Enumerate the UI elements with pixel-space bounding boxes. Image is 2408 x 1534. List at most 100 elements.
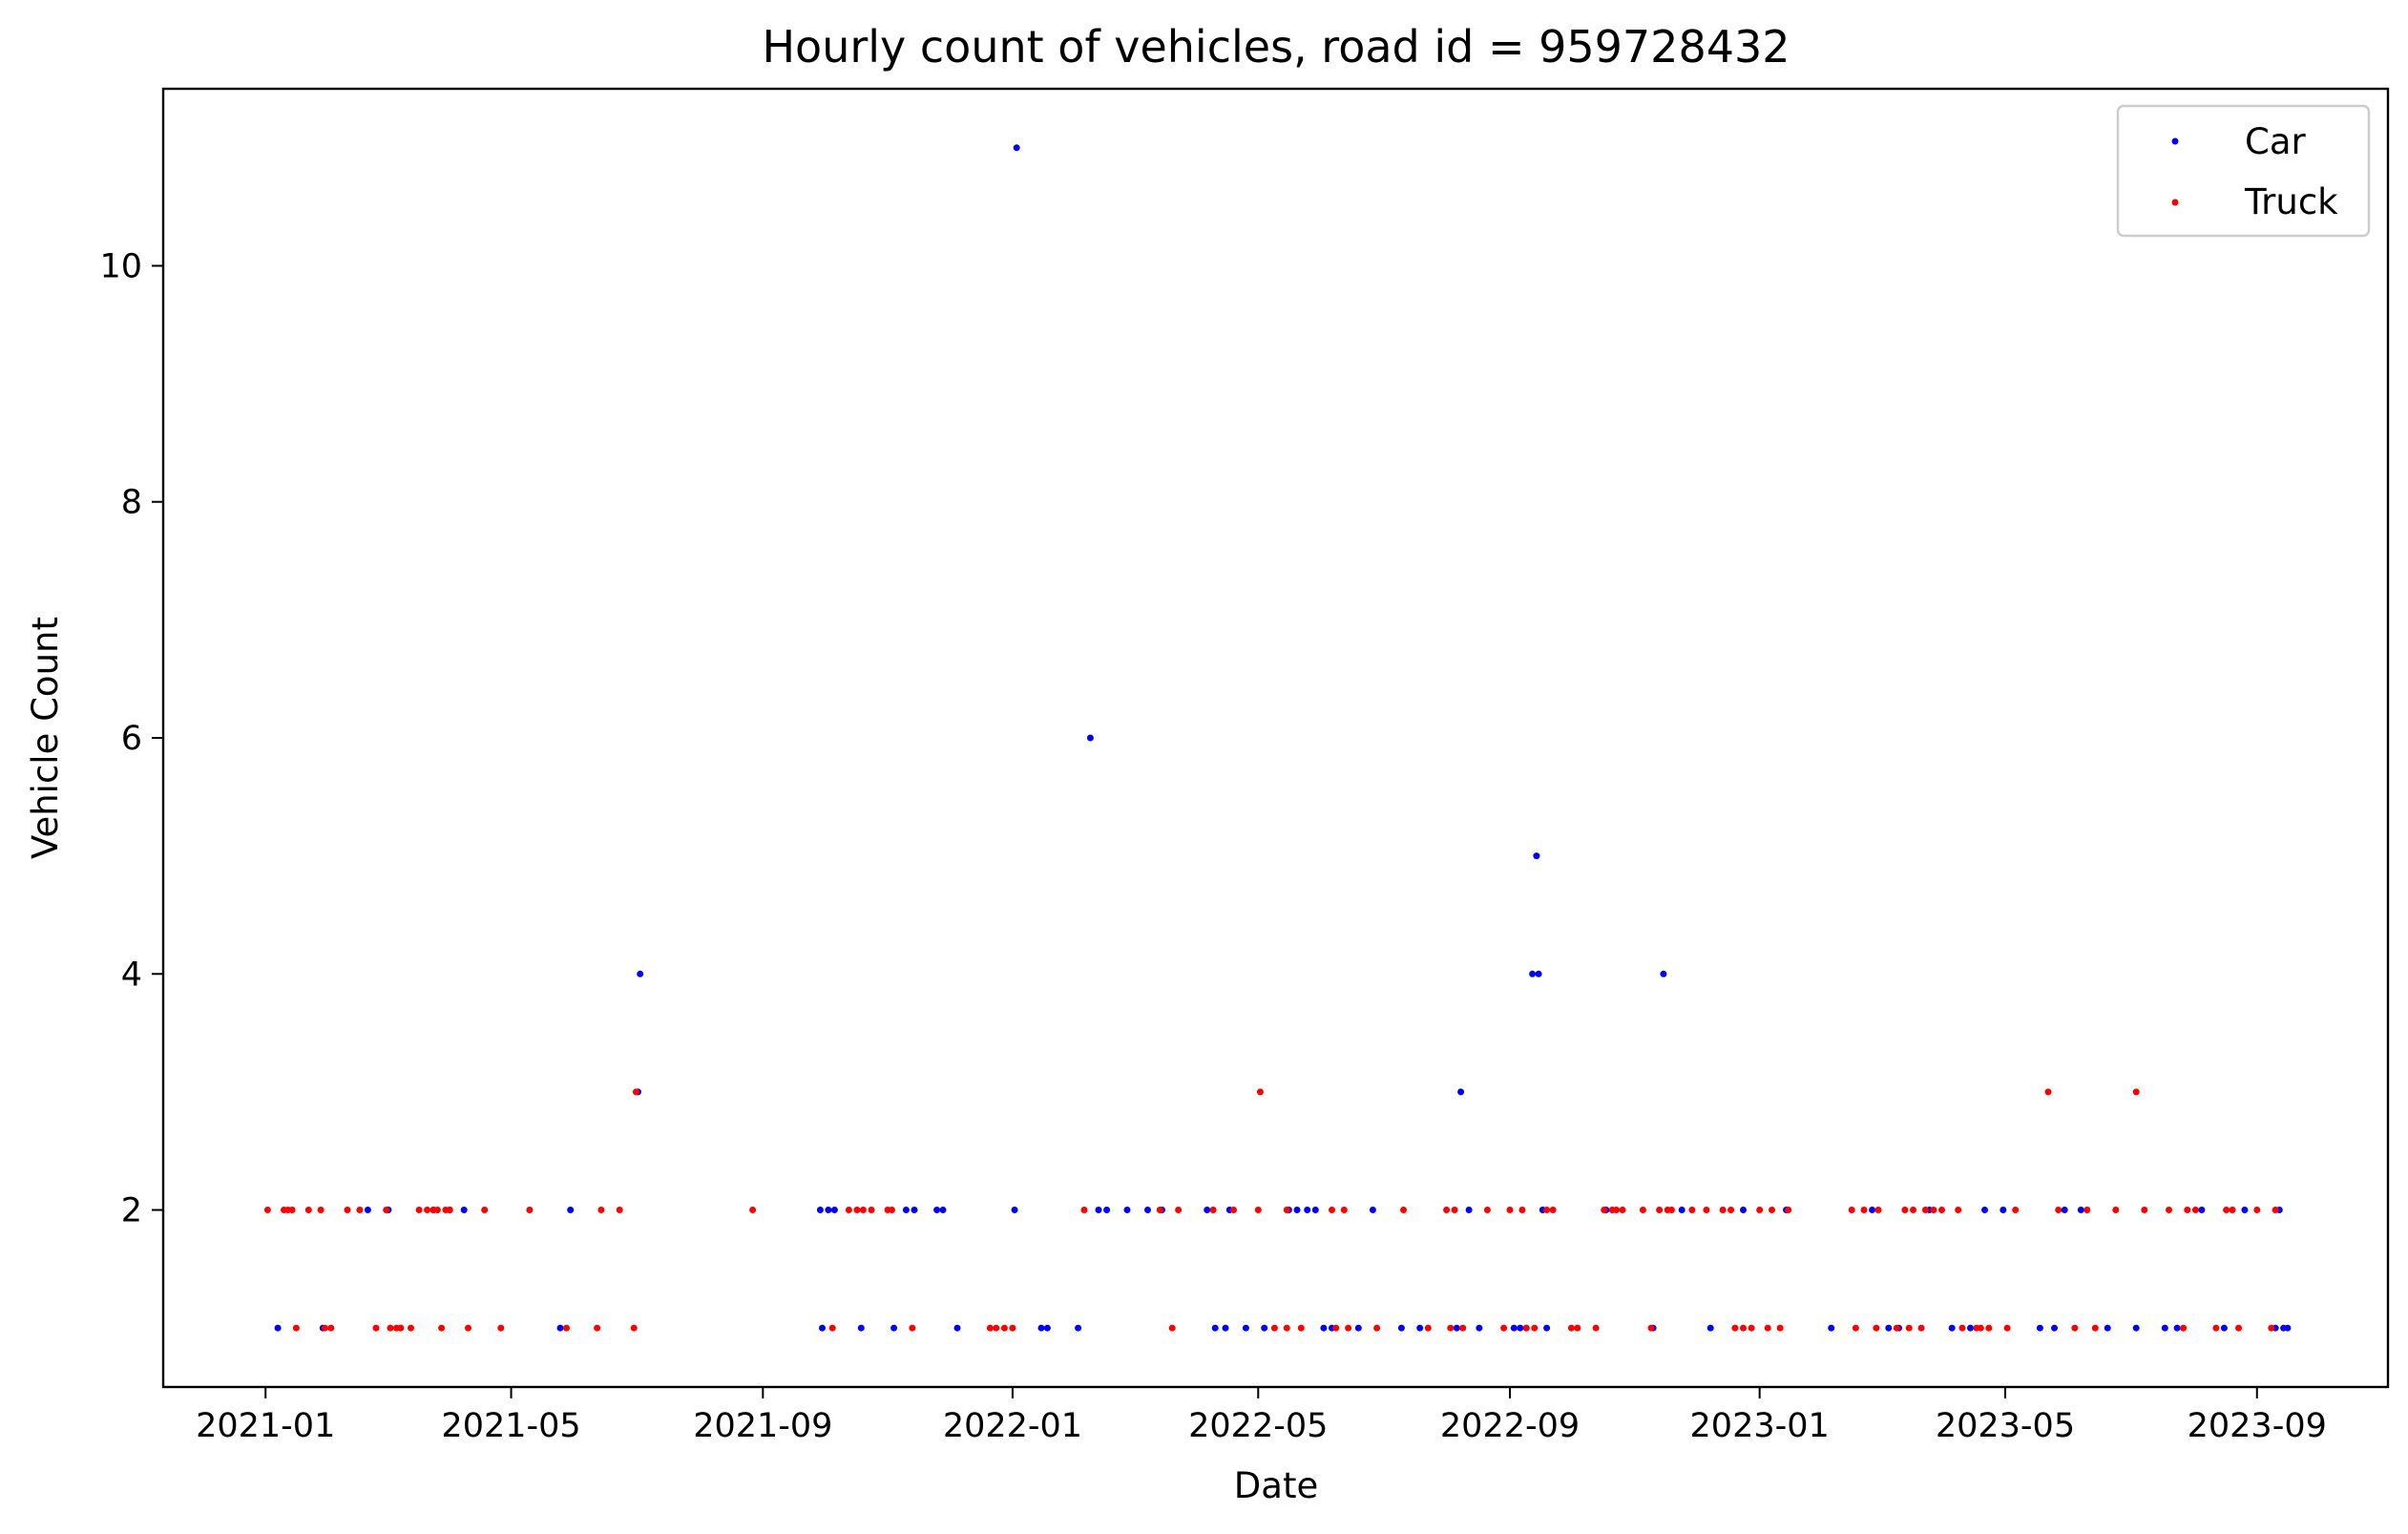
- truck-point: [1256, 1088, 1264, 1096]
- truck-point: [1601, 1207, 1608, 1213]
- truck-point: [888, 1207, 895, 1213]
- car-point: [1103, 1207, 1111, 1213]
- truck-point: [1270, 1324, 1278, 1332]
- truck-point: [1910, 1207, 1916, 1213]
- car-point: [2198, 1207, 2206, 1213]
- truck-point: [1283, 1207, 1290, 1213]
- truck-point: [372, 1324, 380, 1332]
- car-point: [1095, 1207, 1102, 1213]
- car-point: [825, 1207, 832, 1213]
- truck-point: [2012, 1207, 2020, 1213]
- truck-point: [317, 1207, 325, 1213]
- car-point: [1043, 1324, 1051, 1332]
- truck-point: [1769, 1207, 1775, 1213]
- truck-point: [321, 1324, 328, 1332]
- truck-point: [616, 1207, 623, 1213]
- truck-point: [845, 1207, 852, 1213]
- truck-point: [288, 1207, 296, 1213]
- car-point: [902, 1207, 910, 1213]
- truck-point: [2091, 1324, 2099, 1332]
- y-tick-label: 10: [99, 247, 142, 285]
- truck-point: [1921, 1207, 1929, 1213]
- car-point: [1304, 1207, 1311, 1213]
- truck-point: [344, 1207, 351, 1213]
- truck-point: [1567, 1324, 1575, 1332]
- car-point: [1533, 852, 1540, 860]
- truck-point: [2003, 1324, 2011, 1332]
- car-point: [1369, 1207, 1376, 1213]
- truck-point: [1329, 1207, 1335, 1213]
- truck-point: [2212, 1324, 2220, 1332]
- car-point: [1311, 1207, 1319, 1213]
- car-point: [939, 1207, 947, 1213]
- car-point: [1086, 734, 1094, 742]
- y-tick-label: 4: [121, 956, 142, 994]
- car-point: [2284, 1324, 2292, 1332]
- truck-point: [1901, 1207, 1909, 1213]
- truck-point: [1874, 1207, 1882, 1213]
- car-point: [1222, 1324, 1229, 1332]
- truck-point: [327, 1324, 335, 1332]
- y-tick-label: 6: [121, 720, 142, 758]
- car-point: [1517, 1324, 1524, 1332]
- truck-point: [1400, 1207, 1407, 1213]
- truck-point: [1168, 1324, 1176, 1332]
- car-point: [637, 970, 644, 977]
- car-point: [1320, 1324, 1328, 1332]
- truck-point: [383, 1207, 390, 1213]
- truck-point: [1254, 1207, 1262, 1213]
- truck-point: [1647, 1324, 1655, 1332]
- car-point: [911, 1207, 918, 1213]
- truck-point: [356, 1207, 364, 1213]
- x-tick-label: 2022-05: [1188, 1407, 1328, 1445]
- car-point: [2000, 1207, 2007, 1213]
- car-point: [2132, 1324, 2140, 1332]
- legend-label-car: Car: [2245, 121, 2307, 162]
- truck-point: [1748, 1324, 1755, 1332]
- car-point: [2173, 1324, 2181, 1332]
- legend-marker-truck: [2171, 199, 2179, 206]
- car-point: [1740, 1207, 1747, 1213]
- car-point: [1476, 1324, 1483, 1332]
- truck-point: [1443, 1207, 1451, 1213]
- truck-point: [1905, 1324, 1913, 1332]
- truck-point: [1297, 1324, 1305, 1332]
- car-point: [1981, 1207, 1988, 1213]
- truck-point: [424, 1207, 431, 1213]
- car-point: [1397, 1324, 1405, 1332]
- car-point: [274, 1324, 282, 1332]
- truck-point: [632, 1088, 639, 1096]
- truck-point: [1483, 1207, 1491, 1213]
- car-point: [1948, 1324, 1956, 1332]
- car-point: [2036, 1324, 2043, 1332]
- car-point: [364, 1207, 371, 1213]
- truck-point: [1080, 1207, 1088, 1213]
- truck-point: [2141, 1207, 2148, 1213]
- car-point: [1204, 1207, 1211, 1213]
- truck-point: [1592, 1324, 1600, 1332]
- truck-point: [2268, 1324, 2275, 1332]
- truck-point: [1230, 1207, 1237, 1213]
- truck-point: [1009, 1324, 1016, 1332]
- truck-point: [1667, 1207, 1675, 1213]
- truck-point: [1958, 1324, 1966, 1332]
- truck-point: [563, 1324, 570, 1332]
- truck-point: [481, 1207, 489, 1213]
- truck-point: [408, 1324, 414, 1332]
- car-point: [567, 1207, 575, 1213]
- truck-point: [1175, 1207, 1183, 1213]
- truck-point: [1283, 1324, 1290, 1332]
- truck-point: [1531, 1324, 1539, 1332]
- truck-point: [1860, 1207, 1868, 1213]
- truck-point: [1332, 1324, 1340, 1332]
- truck-point: [1373, 1324, 1381, 1332]
- x-tick-label: 2021-01: [196, 1407, 335, 1445]
- truck-point: [433, 1207, 441, 1213]
- car-point: [1678, 1207, 1686, 1213]
- truck-point: [1776, 1324, 1784, 1332]
- truck-point: [1731, 1324, 1739, 1332]
- truck-point: [1848, 1207, 1855, 1213]
- truck-point: [2071, 1324, 2079, 1332]
- truck-point: [1785, 1207, 1792, 1213]
- car-point: [933, 1207, 941, 1213]
